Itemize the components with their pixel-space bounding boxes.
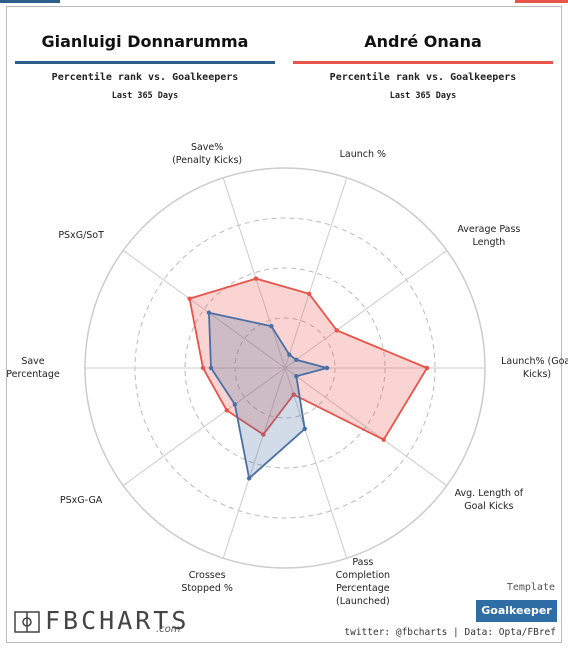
- series-point: [381, 437, 386, 442]
- series-point: [306, 291, 312, 297]
- spoke: [284, 250, 448, 369]
- frame: [6, 6, 562, 643]
- series-point: [334, 328, 339, 333]
- spoke: [122, 250, 286, 369]
- top-bar-left: [0, 0, 60, 3]
- logo-suffix: .com: [156, 624, 181, 635]
- series-point: [291, 392, 296, 397]
- player-name: André Onana: [364, 32, 482, 51]
- axis-label: PSxG/SoT: [58, 230, 104, 242]
- series-point: [287, 352, 292, 357]
- spoke: [222, 177, 286, 369]
- player-name: Gianluigi Donnarumma: [41, 32, 249, 51]
- axis-label: Average Pass Length: [457, 223, 521, 248]
- right-underline: [293, 61, 553, 64]
- left-underline: [15, 61, 275, 64]
- series-point: [246, 476, 252, 481]
- series-point: [200, 365, 206, 371]
- axis-label: Save% (Penalty Kicks): [172, 142, 243, 166]
- series-point: [324, 365, 330, 371]
- template-label: Template: [506, 582, 555, 593]
- axis-label: Avg. Length of Goal Kicks: [454, 488, 524, 513]
- logo-icon: [14, 611, 40, 633]
- series-point: [208, 365, 214, 371]
- axis-label: Pass Completion Percentage (Launched): [335, 556, 391, 607]
- series-point: [224, 408, 229, 413]
- series-point: [302, 426, 307, 432]
- credits: twitter: @fbcharts | Data: Opta/FBref: [344, 627, 556, 638]
- subtitle: Percentile rank vs. Goalkeepers: [51, 72, 239, 83]
- series-point: [424, 365, 430, 371]
- series-point: [187, 296, 192, 301]
- template-button[interactable]: Goalkeeper: [476, 600, 557, 622]
- subtitle: Percentile rank vs. Goalkeepers: [329, 72, 517, 83]
- logo: FBCHARTS: [45, 606, 190, 635]
- period: Last 365 Days: [389, 91, 457, 101]
- spoke: [222, 367, 286, 559]
- spoke: [284, 177, 348, 369]
- series-point: [261, 432, 266, 437]
- spoke: [284, 367, 348, 559]
- spoke: [122, 367, 286, 486]
- axis-label: Crosses Stopped %: [181, 569, 233, 594]
- series-point: [206, 310, 212, 315]
- axis-label: Save Percentage: [6, 356, 60, 380]
- axis-label: PSxG-GA: [59, 494, 103, 506]
- series-point: [294, 374, 299, 379]
- series-point: [294, 357, 299, 362]
- axis-label: Launch %: [339, 148, 387, 160]
- series-point: [253, 276, 259, 281]
- top-bar-right: [515, 0, 568, 3]
- period: Last 365 Days: [111, 91, 179, 101]
- series-point: [232, 402, 238, 407]
- axis-label: Launch% (Goal Kicks): [501, 356, 568, 380]
- series-point: [269, 323, 274, 329]
- spoke: [284, 367, 448, 486]
